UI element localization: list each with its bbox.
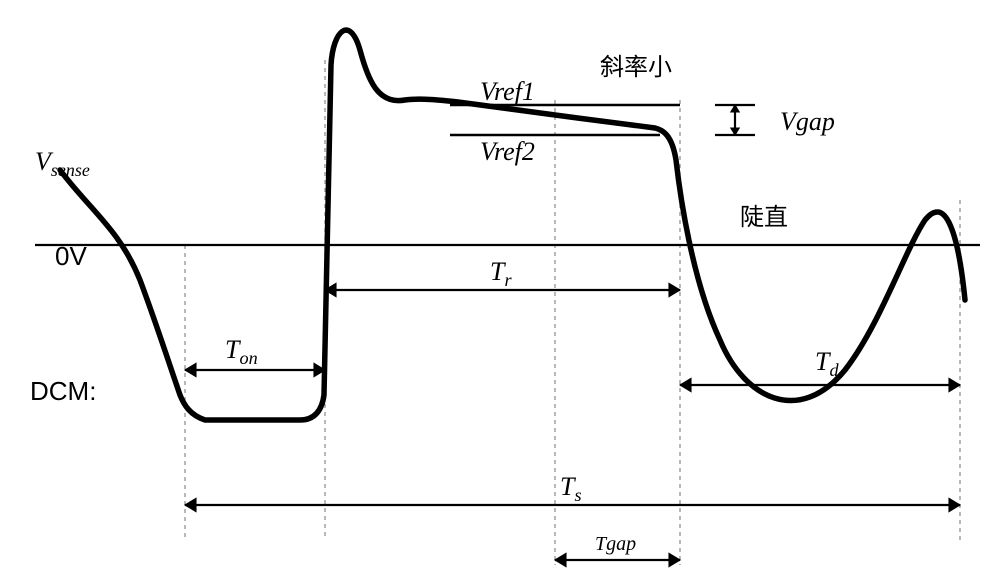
svg-text:Vsense: Vsense <box>35 147 90 180</box>
svg-text:Ton: Ton <box>225 335 258 368</box>
svg-text:Tr: Tr <box>490 257 512 290</box>
svg-text:Ts: Ts <box>560 472 582 505</box>
svg-text:斜率小: 斜率小 <box>600 54 672 81</box>
svg-text:Vref1: Vref1 <box>480 77 535 106</box>
svg-text:Vgap: Vgap <box>780 107 835 136</box>
svg-text:DCM:: DCM: <box>30 376 96 406</box>
svg-text:Vref2: Vref2 <box>480 137 535 166</box>
svg-text:0V: 0V <box>55 241 87 271</box>
svg-text:陡直: 陡直 <box>740 204 788 231</box>
waveform-diagram: Vsense 0V DCM: Vref1 Vref2 Vgap 斜率小陡直 Ton Tr Td Ts… <box>0 0 1000 580</box>
svg-text:Td: Td <box>815 347 839 380</box>
svg-text:Tgap: Tgap <box>595 533 636 555</box>
